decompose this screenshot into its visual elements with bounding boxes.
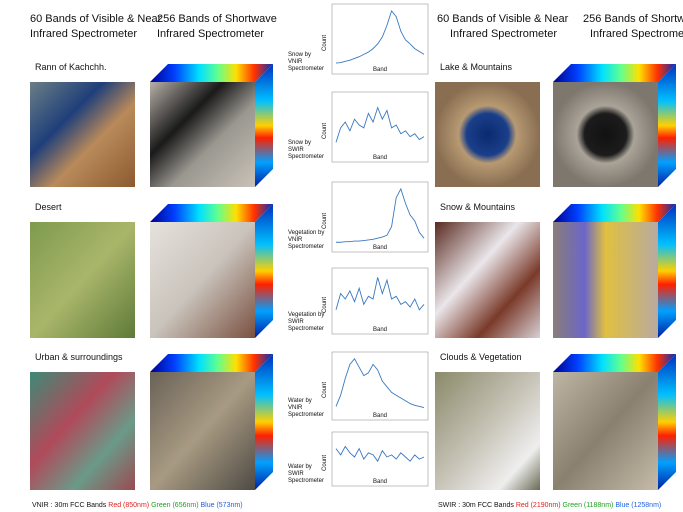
swir-image: [150, 372, 255, 490]
y-axis-label: Count: [322, 123, 328, 139]
cube-side: [658, 354, 676, 490]
plot-label: Vegetation by: [288, 312, 324, 318]
vnir-image: [30, 372, 135, 490]
scene-label: Rann of Kachchh.: [35, 62, 107, 72]
cube-top: [553, 204, 676, 222]
footer-prefix: VNIR : 30m FCC Bands: [32, 502, 107, 509]
plot-label: Snow by: [288, 52, 311, 58]
column-header: Infrared Spectrometer: [157, 28, 264, 40]
y-axis-label: Count: [322, 455, 328, 471]
scene-label: Snow & Mountains: [440, 202, 516, 212]
swir-image: [553, 222, 658, 338]
plot-frame: [332, 4, 428, 74]
vnir-image: [435, 82, 540, 187]
plot-label: SWIR: [288, 471, 304, 477]
cube-side: [255, 354, 273, 490]
cube-top: [553, 354, 676, 372]
footer-blue: Blue (573nm): [201, 502, 243, 509]
swir-image: [150, 82, 255, 187]
vnir-image: [435, 372, 540, 490]
x-axis-label: Band: [373, 67, 387, 73]
footer-text: SWIR : 30m FCC Bands Red (2190nm) Green …: [438, 502, 661, 509]
y-axis-label: Count: [322, 382, 328, 398]
plot-label: Spectrometer: [288, 66, 324, 72]
plot-label: Vegetation by: [288, 230, 324, 236]
y-axis-label: Count: [322, 297, 328, 313]
y-axis-label: Count: [322, 213, 328, 229]
column-header: Infrared Spectrometer: [30, 28, 137, 40]
plot-label: Water by: [288, 464, 312, 470]
footer-green: Green (656nm): [151, 502, 198, 509]
swir-image: [553, 372, 658, 490]
y-axis-label: Count: [322, 35, 328, 51]
vnir-image: [30, 82, 135, 187]
cube-top: [150, 354, 273, 372]
column-header: 60 Bands of Visible & Near: [437, 13, 569, 25]
swir-image: [150, 222, 255, 338]
footer-text: VNIR : 30m FCC Bands Red (850nm) Green (…: [32, 502, 243, 509]
footer-green: Green (1188nm): [563, 502, 614, 509]
plot-label: VNIR: [288, 59, 303, 65]
vnir-image: [435, 222, 540, 338]
plot-frame: [332, 432, 428, 486]
plot-label: Spectrometer: [288, 412, 324, 418]
cube-top: [553, 64, 676, 82]
scene-label: Clouds & Vegetation: [440, 352, 522, 362]
cube-side: [255, 204, 273, 338]
footer-prefix: SWIR : 30m FCC Bands: [438, 502, 514, 509]
plot-label: Snow by: [288, 140, 311, 146]
plot-label: Spectrometer: [288, 154, 324, 160]
column-header: Infrared Spectrometer: [450, 28, 557, 40]
scene-label: Desert: [35, 202, 62, 212]
cube-top: [150, 64, 273, 82]
scene-label: Urban & surroundings: [35, 352, 123, 362]
plot-label: Spectrometer: [288, 478, 324, 484]
scene-label: Lake & Mountains: [440, 62, 513, 72]
plot-label: SWIR: [288, 147, 304, 153]
column-header: Infrared Spectrometer: [590, 28, 683, 40]
column-header: 256 Bands of Shortwave: [583, 13, 683, 25]
cube-side: [658, 204, 676, 338]
swir-image: [553, 82, 658, 187]
column-header: 256 Bands of Shortwave: [157, 13, 277, 25]
plot-label: Water by: [288, 398, 312, 404]
x-axis-label: Band: [373, 413, 387, 419]
plot-label: VNIR: [288, 405, 303, 411]
x-axis-label: Band: [373, 479, 387, 485]
plot-label: Spectrometer: [288, 244, 324, 250]
footer-red: Red (2190nm): [516, 502, 561, 509]
figure: 60 Bands of Visible & Near Infrared Spec…: [0, 0, 683, 512]
column-header: 60 Bands of Visible & Near: [30, 13, 162, 25]
plot-label: VNIR: [288, 237, 303, 243]
cube-side: [658, 64, 676, 187]
x-axis-label: Band: [373, 327, 387, 333]
x-axis-label: Band: [373, 245, 387, 251]
plot-frame: [332, 352, 428, 420]
x-axis-label: Band: [373, 155, 387, 161]
plot-label: Spectrometer: [288, 326, 324, 332]
plot-frame: [332, 92, 428, 162]
cube-top: [150, 204, 273, 222]
page: {"columns": [ {"line1": "60 Bands of Vis…: [0, 0, 683, 512]
vnir-image: [30, 222, 135, 338]
footer-red: Red (850nm): [108, 502, 149, 509]
cube-side: [255, 64, 273, 187]
plot-label: SWIR: [288, 319, 304, 325]
footer-blue: Blue (1258nm): [615, 502, 661, 509]
